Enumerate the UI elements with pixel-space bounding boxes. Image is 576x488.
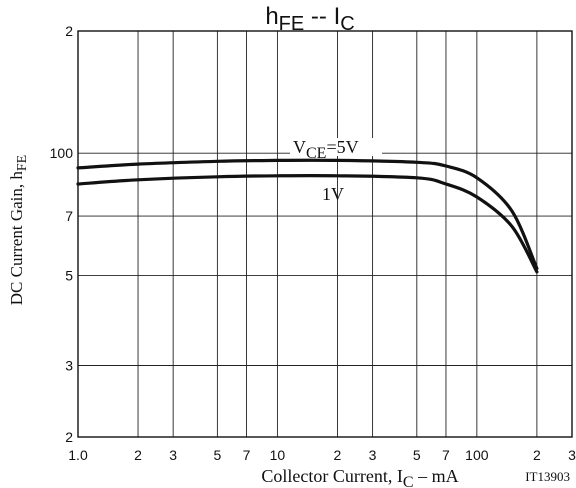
title-variable: I xyxy=(334,3,341,30)
curves xyxy=(76,158,539,274)
x-tick-label: 100 xyxy=(465,447,489,463)
plot-frame xyxy=(77,30,573,438)
series-label-vce-5v: VCE=5V xyxy=(293,137,359,162)
y-tick-label: 2 xyxy=(65,23,73,39)
x-tick-label: 5 xyxy=(413,447,421,463)
x-axis-label-subscript: C xyxy=(403,474,414,488)
x-tick-label: 3 xyxy=(568,447,576,463)
x-tick-label: 3 xyxy=(369,447,377,463)
x-tick-label: 3 xyxy=(169,447,177,463)
x-axis-label: Collector Current, IC – mA xyxy=(261,466,458,488)
y-tick-label: 3 xyxy=(65,358,73,374)
x-axis-label-unit: – mA xyxy=(414,466,459,486)
y-tick-label: 100 xyxy=(50,145,74,161)
y-tick-label: 7 xyxy=(65,208,73,224)
y-axis-label: DC Current Gain, hFE xyxy=(7,155,30,305)
x-tick-label: 7 xyxy=(243,447,251,463)
x-tick-label: 5 xyxy=(213,447,221,463)
x-tick-label: 1.0 xyxy=(68,447,88,463)
series-line-vce-5v xyxy=(76,158,539,271)
x-tick-labels: 1.0 2 3 5 7 10 2 3 5 7 100 2 3 xyxy=(68,447,576,463)
series-label-1v: 1V xyxy=(322,184,344,204)
x-tick-label: 2 xyxy=(134,447,142,463)
series-label-prefix: V xyxy=(293,137,306,157)
series-label-background xyxy=(290,138,382,156)
x-tick-label: 2 xyxy=(334,447,342,463)
series-label-subscript: CE xyxy=(306,145,326,162)
figure-code: IT13903 xyxy=(525,469,570,484)
title-variable-subscript: C xyxy=(340,13,354,35)
series-label-suffix: =5V xyxy=(326,137,358,157)
y-tick-label: 5 xyxy=(65,267,73,283)
title-main-subscript: FE xyxy=(279,13,305,35)
x-tick-label: 10 xyxy=(270,447,286,463)
title-separator: -- xyxy=(304,3,333,30)
y-axis-label-subscript: FE xyxy=(15,155,30,171)
title-main: h xyxy=(265,3,278,30)
y-axis-label-text: DC Current Gain, h xyxy=(7,171,26,306)
chart-title: hFE -- IC xyxy=(265,3,354,35)
y-tick-label: 2 xyxy=(65,429,73,445)
x-tick-label: 7 xyxy=(442,447,450,463)
x-axis-label-text: Collector Current, I xyxy=(261,466,402,486)
y-tick-labels: 2 3 5 7 100 2 xyxy=(50,23,74,445)
x-tick-label: 2 xyxy=(533,447,541,463)
series-line-1v xyxy=(76,173,539,274)
grid xyxy=(77,30,573,438)
